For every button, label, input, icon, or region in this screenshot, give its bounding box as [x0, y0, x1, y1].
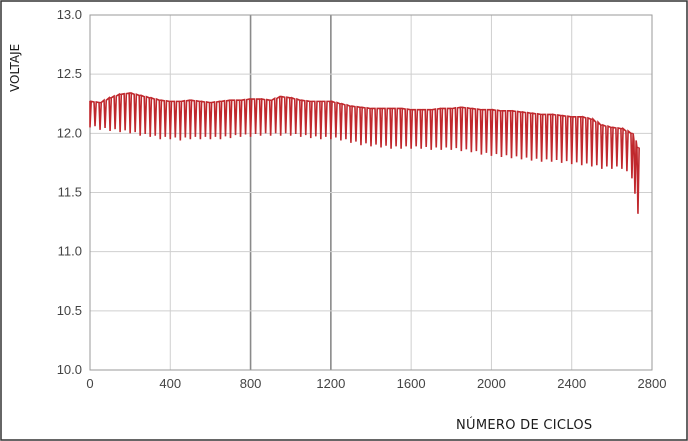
data-point: [249, 98, 252, 100]
data-point: [350, 105, 352, 107]
data-point: [309, 100, 312, 103]
data-point: [540, 113, 543, 116]
data-point: [440, 107, 443, 110]
data-point: [550, 113, 553, 116]
data-point: [320, 100, 322, 103]
data-point: [169, 100, 172, 103]
plot-border: [89, 14, 653, 371]
data-point: [621, 127, 623, 130]
y-tick-label: 13.0: [57, 7, 82, 22]
data-point: [510, 110, 513, 112]
x-tick-label: 1200: [316, 376, 345, 391]
data-point: [500, 110, 503, 112]
data-point: [560, 114, 563, 117]
data-point: [370, 107, 372, 110]
x-tick-label: 800: [240, 376, 262, 391]
data-point: [189, 99, 192, 101]
data-point: [490, 108, 493, 111]
y-tick-label: 10.0: [57, 362, 82, 377]
y-tick-label: 12.5: [57, 66, 82, 81]
data-point: [199, 100, 202, 103]
data-point: [590, 118, 593, 120]
data-point: [99, 101, 101, 104]
data-point: [119, 93, 121, 96]
data-point: [340, 102, 342, 105]
data-point: [637, 146, 639, 149]
data-point: [470, 107, 473, 110]
data-point: [631, 132, 633, 135]
data-point: [410, 108, 412, 111]
data-point: [611, 126, 613, 129]
data-point: [89, 100, 91, 103]
data-point: [289, 97, 292, 99]
voltage-series-line: [89, 91, 640, 214]
data-point: [360, 106, 362, 109]
data-point: [460, 106, 463, 109]
x-tick-label: 2800: [638, 376, 667, 391]
data-point: [570, 115, 573, 118]
y-tick-label: 11.0: [58, 244, 82, 259]
data-point: [149, 97, 152, 99]
data-point: [480, 108, 483, 111]
data-point: [179, 100, 182, 103]
data-point: [400, 107, 402, 110]
data-point: [129, 92, 131, 94]
data-point: [229, 99, 232, 101]
data-point: [159, 99, 162, 101]
data-point: [269, 99, 272, 101]
data-point: [430, 108, 433, 111]
data-point: [219, 100, 222, 103]
data-point: [530, 112, 533, 115]
y-tick-label: 10.5: [57, 303, 82, 318]
data-point: [520, 111, 523, 113]
x-axis-title: NÚMERO DE CICLOS: [456, 418, 593, 433]
data-point: [209, 101, 212, 104]
data-point: [580, 115, 583, 118]
x-tick-label: 2400: [557, 376, 586, 391]
x-tick-label: 1600: [397, 376, 426, 391]
x-tick-label: 400: [159, 376, 181, 391]
data-point: [420, 108, 422, 111]
data-point: [390, 107, 392, 110]
data-point: [299, 99, 302, 101]
data-point: [380, 107, 382, 110]
data-point: [109, 97, 111, 99]
data-point: [259, 98, 262, 100]
y-tick-label: 12.0: [57, 125, 82, 140]
data-point: [239, 99, 242, 101]
data-point: [330, 100, 332, 103]
data-point: [139, 94, 141, 97]
data-point: [279, 95, 282, 98]
y-tick-label: 11.5: [58, 185, 82, 200]
x-tick-label: 2000: [477, 376, 506, 391]
x-tick-label: 0: [86, 376, 93, 391]
data-point: [601, 124, 603, 126]
data-point: [450, 107, 453, 110]
